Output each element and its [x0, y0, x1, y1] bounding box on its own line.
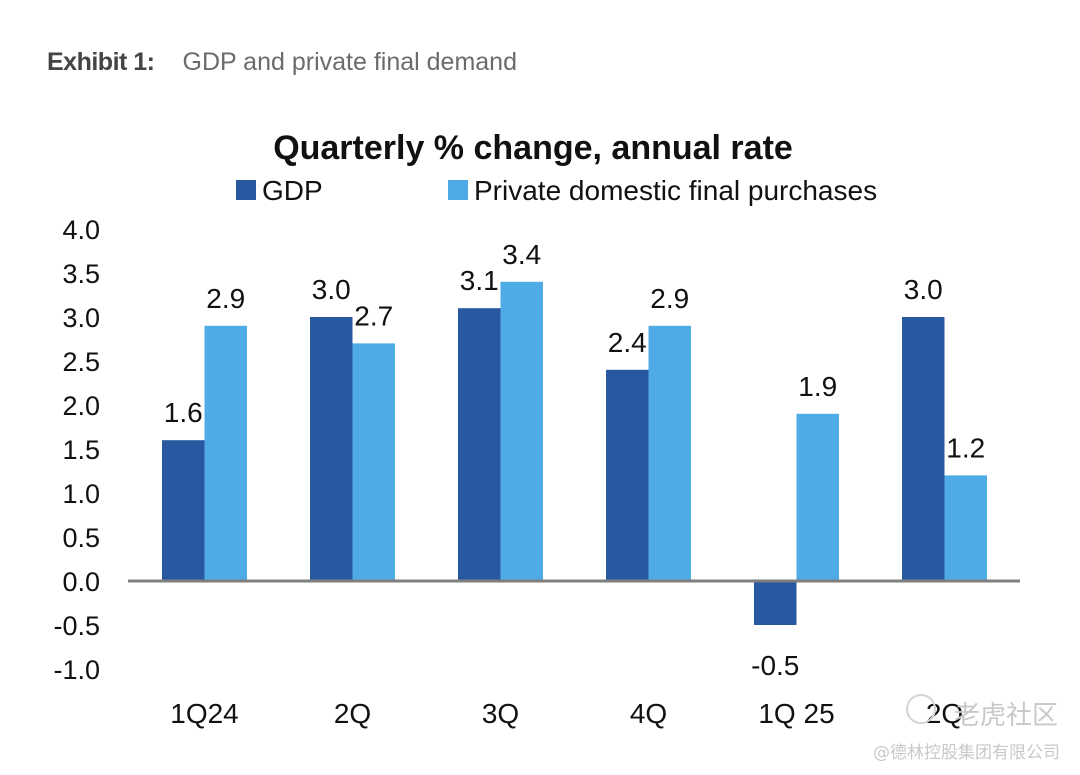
y-tick-label: 0.5 — [62, 523, 100, 553]
bar-private-2 — [500, 281, 543, 581]
legend-label-private: Private domestic final purchases — [474, 175, 877, 206]
legend: GDP Private domestic final purchases — [236, 175, 877, 206]
legend-swatch-private — [448, 180, 468, 200]
legend-label-gdp: GDP — [262, 175, 323, 206]
bar-private-5 — [944, 475, 987, 581]
data-label-gdp-3: 2.4 — [608, 327, 647, 358]
y-tick-label: 3.5 — [62, 259, 100, 289]
y-tick-label: 3.0 — [62, 303, 100, 333]
data-label-private-3: 2.9 — [650, 283, 689, 314]
data-label-private-5: 1.2 — [946, 432, 985, 463]
data-label-gdp-2: 3.1 — [460, 265, 499, 296]
bar-private-4 — [796, 413, 839, 581]
data-labels: 1.62.9 3.02.73.13.42.42.9-0.51.93.01.2 — [164, 239, 985, 681]
bar-gdp-2 — [458, 308, 501, 581]
data-label-gdp-1: 3.0 — [312, 274, 351, 305]
data-label-gdp-5: 3.0 — [904, 274, 943, 305]
data-label-private-4: 1.9 — [798, 371, 837, 402]
category-label: 2Q — [334, 698, 371, 729]
data-label-private-1: 2.7 — [354, 300, 393, 331]
exhibit-label: Exhibit 1: — [47, 48, 155, 76]
bar-gdp-4 — [754, 581, 797, 625]
data-label-private-2: 3.4 — [502, 239, 541, 270]
bars — [162, 281, 987, 625]
watermark-bottom: @德林控股集团有限公司 — [873, 743, 1060, 763]
y-tick-label: 1.0 — [62, 479, 100, 509]
exhibit-heading: Exhibit 1: GDP and private final demand — [47, 48, 517, 77]
bar-private-1 — [352, 343, 395, 581]
category-label: 1Q24 — [170, 698, 239, 729]
data-label-private-0: 2.9 — [206, 283, 245, 314]
y-axis-ticks: 4.0 3.5 3.0 2.5 2.0 1.5 1.0 0.5 0.0 -0.5 -1.0 — [53, 215, 100, 685]
data-label-gdp-0: 1.6 — [164, 397, 203, 428]
data-label-gdp-4: -0.5 — [751, 650, 799, 681]
category-label: 3Q — [482, 698, 519, 729]
watermark-logo-icon — [906, 694, 936, 724]
bar-gdp-0 — [162, 440, 205, 581]
bar-gdp-1 — [310, 317, 353, 581]
y-tick-label: -0.5 — [53, 611, 100, 641]
legend-swatch-gdp — [236, 180, 256, 200]
category-label: 1Q 25 — [758, 698, 834, 729]
y-tick-label: -1.0 — [53, 655, 100, 685]
y-tick-label: 1.5 — [62, 435, 100, 465]
y-tick-label: 2.5 — [62, 347, 100, 377]
category-label: 4Q — [630, 698, 667, 729]
bar-gdp-5 — [902, 317, 945, 581]
bar-gdp-3 — [606, 369, 649, 581]
bar-private-3 — [648, 325, 691, 581]
chart-title: Quarterly % change, annual rate — [273, 129, 793, 167]
y-tick-label: 2.0 — [62, 391, 100, 421]
y-tick-label: 0.0 — [62, 567, 100, 597]
bar-private-0 — [204, 325, 247, 581]
watermark-top: 老虎社区 — [953, 701, 1058, 731]
y-tick-label: 4.0 — [62, 215, 100, 245]
exhibit-caption: GDP and private final demand — [182, 48, 517, 76]
x-axis-category-labels: 1Q24 2Q 3Q 4Q 1Q 25 2Q — [170, 698, 963, 729]
